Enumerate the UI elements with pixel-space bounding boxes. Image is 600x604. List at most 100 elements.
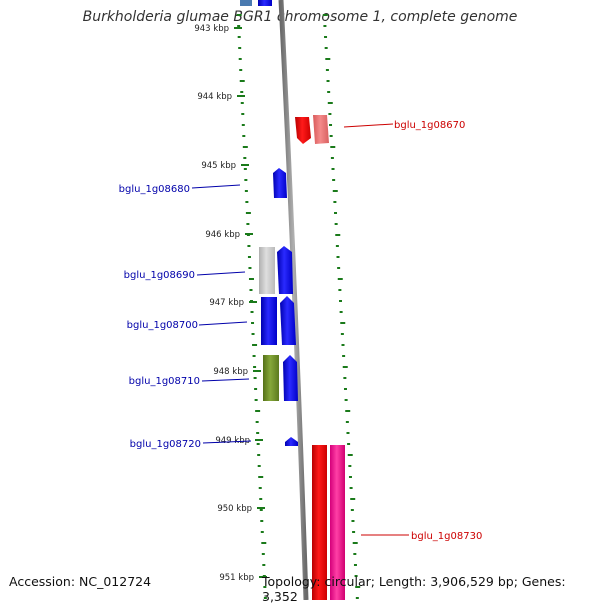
track-dot (262, 564, 266, 566)
track-dot (343, 388, 347, 390)
track-dot (253, 377, 257, 379)
track-dot (248, 278, 254, 280)
leader-bglu_1g08670 (343, 123, 394, 128)
gene-bglu_1g08670-part2[interactable] (313, 115, 329, 144)
track-dot (335, 234, 341, 236)
track-dot (325, 58, 331, 60)
track-dot (239, 69, 243, 71)
kbp-tick-label: 943 kbp (194, 24, 229, 34)
track-dot (347, 443, 351, 445)
track-dot (245, 212, 251, 214)
track-dot (324, 36, 328, 38)
track-dot (335, 245, 339, 247)
track-dot (243, 168, 247, 170)
gene-label-bglu_1g08730[interactable]: bglu_1g08730 (411, 531, 482, 542)
track-dot (330, 157, 334, 159)
track-dot (249, 289, 253, 291)
gene-bglu_1g08700-b[interactable] (280, 296, 296, 345)
track-dot (351, 520, 355, 522)
right-dotted-track (322, 14, 361, 599)
track-dot (354, 575, 358, 577)
track-dot (255, 410, 261, 412)
gene-bglu_1g08690[interactable] (277, 246, 293, 294)
track-dot (253, 366, 257, 368)
track-dot (348, 476, 352, 478)
accession-text: Accession: NC_012724 (9, 574, 152, 589)
kbp-tick-label: 949 kbp (215, 436, 250, 446)
track-dot (255, 421, 259, 423)
gene-label-bglu_1g08690[interactable]: bglu_1g08690 (124, 270, 195, 281)
track-dot (242, 135, 246, 137)
track-dot (256, 432, 260, 434)
track-dot (340, 333, 344, 335)
gene-bglu_1g08710[interactable] (283, 355, 298, 401)
track-dot (240, 91, 244, 93)
track-dot (252, 355, 256, 357)
gene-bglu_1g08710-olive[interactable] (263, 355, 279, 401)
track-dot (337, 267, 341, 269)
track-dot (325, 69, 329, 71)
kbp-tick-label: 944 kbp (197, 92, 232, 102)
gene-bglu_1g08690-grey[interactable] (259, 247, 275, 294)
track-dot (244, 190, 248, 192)
track-dot (345, 421, 349, 423)
gene-bglu_1g08680[interactable] (273, 168, 287, 198)
track-dot (346, 432, 350, 434)
track-dot (238, 58, 242, 60)
gene-label-bglu_1g08710[interactable]: bglu_1g08710 (129, 376, 200, 387)
track-dot (257, 454, 261, 456)
track-dot (349, 487, 353, 489)
chromosome-backbone (278, 0, 309, 600)
track-dot (237, 25, 241, 27)
track-dot (248, 267, 252, 269)
kbp-tick-label: 950 kbp (217, 504, 252, 514)
track-dot (339, 300, 342, 302)
track-dot (236, 14, 242, 16)
track-dot (331, 168, 335, 170)
track-dot (341, 344, 345, 346)
track-dot (258, 487, 262, 489)
track-dot (334, 223, 338, 225)
track-dot (350, 509, 354, 511)
kbp-axis: 943 kbp 944 kbp 945 kbp 946 kbp 947 kbp 948 k… (194, 24, 267, 583)
kbp-tick-label: 951 kbp (219, 573, 254, 583)
gene-label-bglu_1g08720[interactable]: bglu_1g08720 (130, 439, 201, 450)
track-dot (261, 542, 267, 544)
track-dot (259, 509, 263, 511)
gene-label-bglu_1g08700[interactable]: bglu_1g08700 (127, 320, 198, 331)
track-dot (326, 80, 330, 82)
leader-bglu_1g08700 (198, 321, 248, 326)
track-dot (239, 80, 245, 82)
track-dot (348, 465, 352, 467)
gene-bglu_1g08720[interactable] (285, 437, 298, 446)
track-dot (353, 564, 357, 566)
gene-block[interactable] (258, 0, 272, 6)
track-dot (260, 531, 264, 533)
gene-label-bglu_1g08680[interactable]: bglu_1g08680 (119, 184, 190, 195)
track-dot (258, 476, 264, 478)
track-dot (259, 498, 263, 500)
track-dot (238, 47, 242, 49)
track-dot (241, 124, 245, 126)
track-dot (355, 586, 361, 588)
kbp-tick-label: 948 kbp (213, 367, 248, 377)
track-dot (256, 443, 260, 445)
track-dot (261, 553, 265, 555)
gene-block[interactable] (240, 0, 252, 6)
gene-bglu_1g08730-red[interactable] (312, 445, 327, 600)
track-dot (263, 586, 267, 588)
track-dot (252, 344, 258, 346)
track-dot (334, 212, 338, 214)
track-dot (251, 333, 255, 335)
gene-bglu_1g08730-pink[interactable] (330, 445, 345, 600)
leader-bglu_1g08710 (201, 378, 250, 382)
track-dot (342, 366, 348, 368)
gene-bglu_1g08700-a[interactable] (261, 297, 277, 345)
track-dot (240, 102, 244, 104)
gene-label-bglu_1g08670[interactable]: bglu_1g08670 (394, 120, 465, 131)
kbp-tick-label: 945 kbp (201, 161, 236, 171)
track-dot (344, 399, 348, 401)
track-dot (324, 47, 328, 49)
gene-bglu_1g08670-part1[interactable] (295, 117, 311, 144)
